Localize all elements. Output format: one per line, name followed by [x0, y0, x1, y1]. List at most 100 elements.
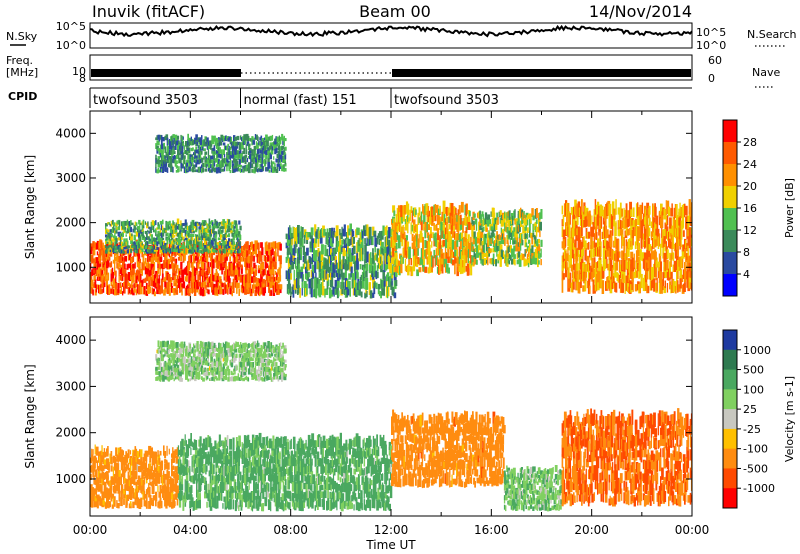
power-echo-cell: [268, 242, 271, 250]
power-echo-cell: [381, 241, 384, 248]
velocity-echo-cell: [212, 474, 214, 481]
power-echo-cell: [529, 229, 531, 238]
power-echo-cell: [205, 285, 207, 290]
power-echo-cell: [159, 228, 162, 233]
velocity-echo-cell: [166, 445, 168, 456]
power-echo-cell: [325, 268, 328, 280]
power-echo-cell: [191, 166, 195, 173]
velocity-echo-cell: [205, 455, 207, 465]
power-echo-cell: [689, 232, 692, 246]
power-echo-cell: [119, 289, 122, 294]
power-echo-cell: [294, 228, 297, 240]
power-echo-cell: [203, 281, 205, 287]
power-echo-cell: [632, 220, 636, 228]
power-echo-cell: [579, 239, 582, 250]
power-echo-cell: [645, 223, 647, 240]
power-echo-cell: [196, 225, 198, 231]
power-echo-cell: [93, 282, 95, 288]
power-echo-cell: [526, 257, 530, 265]
power-echo-cell: [284, 151, 286, 156]
power-echo-cell: [571, 279, 574, 293]
power-echo-cell: [138, 230, 141, 233]
power-echo-cell: [498, 234, 500, 240]
power-echo-cell: [137, 274, 141, 282]
power-echo-cell: [563, 239, 566, 249]
power-echo-cell: [373, 260, 375, 272]
power-echo-cell: [357, 289, 359, 296]
velocity-echo-cell: [191, 497, 194, 508]
power-echo-cell: [193, 241, 196, 245]
power-echo-cell: [129, 226, 131, 230]
power-echo-cell: [400, 205, 403, 218]
velocity-echo-cell: [194, 468, 197, 481]
power-echo-cell: [662, 243, 665, 259]
power-echo-cell: [422, 236, 424, 250]
power-echo-cell: [569, 272, 572, 289]
power-echo-cell: [256, 242, 260, 250]
power-echo-cell: [473, 248, 475, 258]
power-echo-cell: [172, 148, 175, 155]
power-echo-cell: [459, 232, 462, 242]
power-echo-cell: [239, 245, 242, 249]
power-echo-cell: [236, 160, 239, 167]
power-echo-cell: [198, 138, 200, 143]
power-echo-cell: [276, 166, 279, 173]
power-echo-cell: [144, 230, 148, 235]
power-echo-cell: [199, 281, 202, 288]
power-echo-cell: [351, 249, 354, 262]
velocity-echo-cell: [193, 469, 196, 482]
power-echo-cell: [361, 251, 364, 262]
power-echo-cell: [374, 262, 376, 269]
power-echo-cell: [228, 155, 231, 159]
power-echo-cell: [633, 271, 636, 279]
power-echo-cell: [244, 154, 248, 158]
power-echo-cell: [168, 250, 170, 258]
power-echo-cell: [673, 244, 676, 252]
power-echo-cell: [368, 253, 371, 265]
power-echo-cell: [237, 259, 239, 264]
power-echo-cell: [592, 248, 596, 258]
power-echo-cell: [167, 282, 170, 289]
power-echo-cell: [268, 145, 271, 151]
velocity-echo-cell: [103, 459, 106, 465]
power-echo-cell: [206, 137, 209, 142]
cpid-segment-label: normal (fast) 151: [244, 93, 357, 108]
power-echo-cell: [361, 235, 364, 248]
power-echo-cell: [91, 279, 94, 287]
power-echo-cell: [277, 276, 280, 284]
velocity-echo-cell: [144, 500, 147, 507]
power-echo-cell: [276, 136, 280, 143]
power-echo-cell: [242, 165, 245, 169]
power-echo-cell: [158, 261, 161, 270]
power-echo-cell: [139, 249, 143, 254]
power-echo-cell: [609, 247, 612, 257]
power-echo-cell: [443, 214, 446, 223]
power-echo-cell: [324, 244, 327, 256]
velocity-echo-cell: [212, 498, 214, 508]
power-echo-cell: [198, 281, 200, 287]
velocity-echo-cell: [220, 469, 223, 482]
power-echo-cell: [376, 254, 378, 262]
power-echo-cell: [220, 279, 222, 284]
power-echo-cell: [330, 228, 332, 239]
power-echo-cell: [95, 284, 98, 293]
power-echo-cell: [679, 234, 681, 250]
power-echo-cell: [243, 155, 247, 163]
velocity-echo-cell: [101, 468, 103, 479]
power-echo-cell: [214, 219, 217, 225]
power-echo-cell: [613, 276, 615, 284]
power-echo-cell: [686, 243, 688, 252]
power-echo-cell: [426, 211, 429, 217]
power-echo-cell: [125, 273, 128, 283]
power-echo-cell: [233, 260, 235, 269]
power-echo-cell: [105, 238, 108, 242]
power-echo-cell: [643, 240, 646, 249]
power-echo-cell: [197, 274, 199, 282]
velocity-echo-cell: [120, 484, 124, 494]
power-echo-cell: [270, 162, 273, 168]
power-echo-cell: [112, 289, 115, 295]
power-echo-cell: [593, 214, 596, 230]
power-echo-cell: [395, 242, 398, 250]
velocity-echo-cell: [184, 491, 187, 503]
power-echo-cell: [639, 216, 642, 229]
